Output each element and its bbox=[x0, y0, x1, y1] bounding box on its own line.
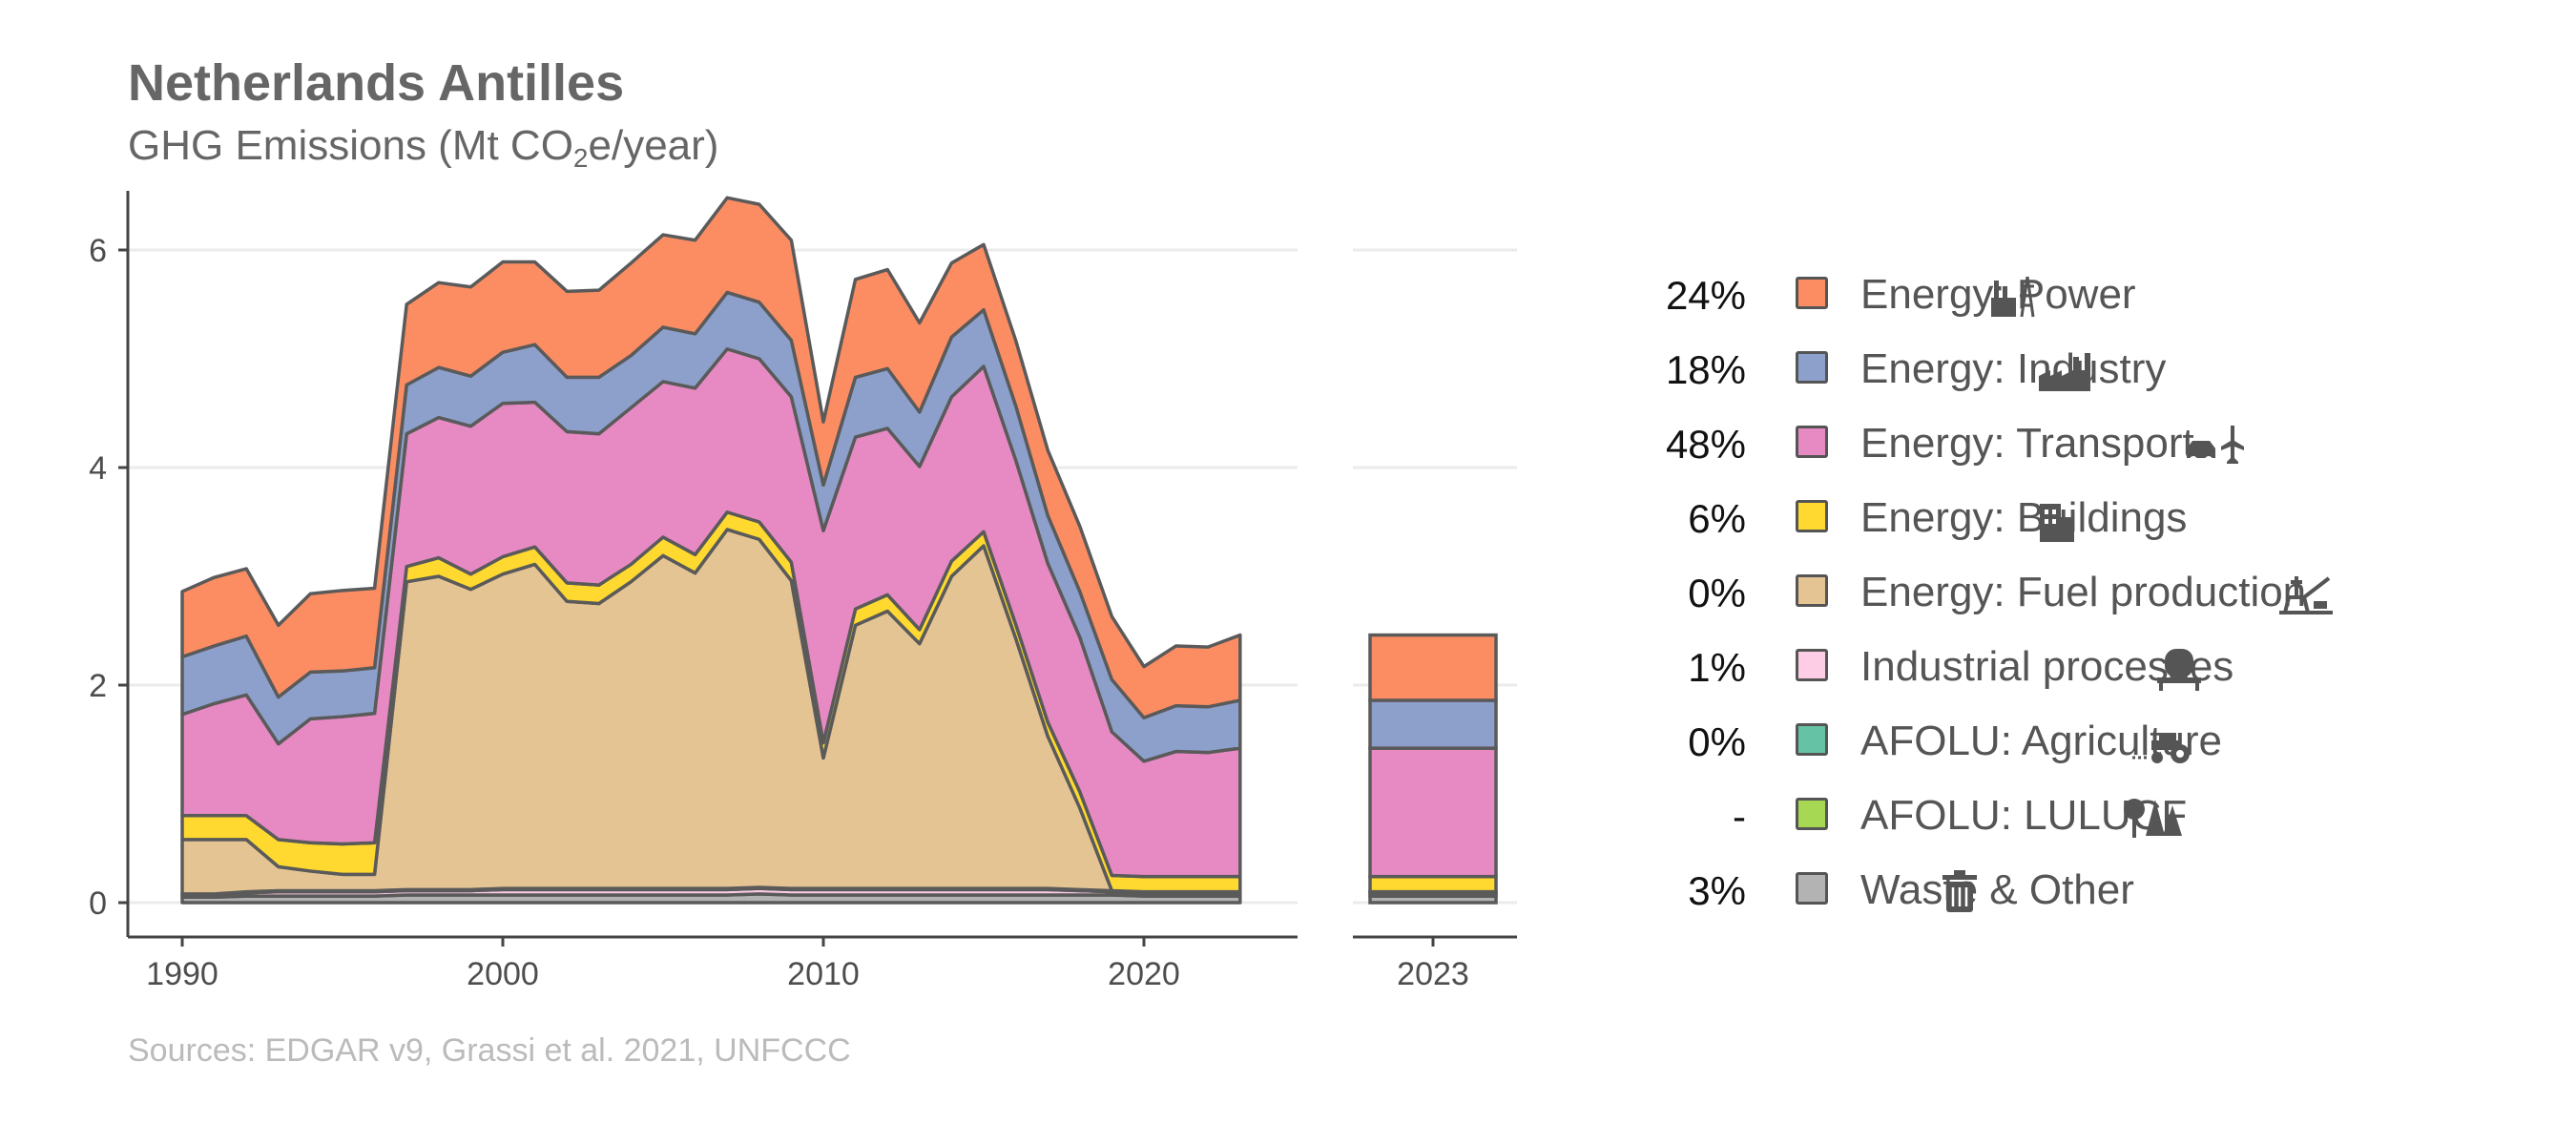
bar-segment-energy-power bbox=[1368, 633, 1498, 702]
legend-swatch bbox=[1796, 426, 1828, 458]
subtitle-end: e/year) bbox=[588, 122, 719, 169]
legend-item: 3% Waste & Other bbox=[1603, 859, 2462, 933]
trash-can-icon bbox=[1942, 870, 1977, 912]
legend-swatch bbox=[1796, 500, 1828, 532]
legend-item: - AFOLU: LULUCF bbox=[1603, 784, 2462, 859]
legend-percentage: 0% bbox=[1688, 719, 1746, 764]
chart-title: Netherlands Antilles bbox=[128, 54, 625, 112]
y-tick-label: 4 bbox=[89, 450, 107, 487]
bar-2023 bbox=[1368, 633, 1498, 905]
y-tick-label: 2 bbox=[89, 668, 107, 704]
legend-percentage: 6% bbox=[1688, 496, 1746, 541]
y-tick-label: 6 bbox=[89, 233, 107, 269]
legend-label: Energy: Transport bbox=[1860, 420, 2194, 467]
legend-item: 48% Energy: Transport bbox=[1603, 412, 2462, 487]
legend-item: 24% Energy: Power bbox=[1603, 263, 2462, 338]
legend-label: Energy: Fuel production bbox=[1860, 569, 2307, 615]
legend-item: 18% Energy: Industry bbox=[1603, 338, 2462, 412]
legend-percentage: 3% bbox=[1688, 868, 1746, 913]
legend-percentage: 1% bbox=[1688, 645, 1746, 690]
bar-segment-energy-buildings bbox=[1368, 874, 1498, 894]
legend-label: Energy: Buildings bbox=[1860, 494, 2188, 541]
legend-swatch bbox=[1796, 649, 1828, 681]
legend-swatch bbox=[1796, 277, 1828, 309]
legend-percentage: 0% bbox=[1688, 571, 1746, 615]
legend-item: 0% AFOLU: Agriculture bbox=[1603, 710, 2462, 784]
legend-swatch bbox=[1796, 574, 1828, 607]
area-energy-power bbox=[180, 196, 1242, 719]
buildings-icon bbox=[2040, 504, 2074, 542]
legend-swatch bbox=[1796, 351, 1828, 384]
subtitle-main: GHG Emissions (Mt CO bbox=[128, 122, 573, 169]
legend-item: 6% Energy: Buildings bbox=[1603, 487, 2462, 561]
oil-rig-icon bbox=[2279, 576, 2333, 614]
bar-segment-energy-transport bbox=[1368, 746, 1498, 879]
factory-icon bbox=[2039, 353, 2090, 391]
subtitle-subscript: 2 bbox=[572, 143, 589, 173]
chart-subtitle: GHG Emissions (Mt CO2e/year) bbox=[128, 122, 718, 174]
cement-mixer-icon bbox=[2157, 649, 2201, 691]
legend-percentage: 18% bbox=[1665, 347, 1746, 392]
legend-percentage: - bbox=[1733, 794, 1746, 839]
trees-icon bbox=[2124, 799, 2182, 838]
tractor-icon bbox=[2132, 733, 2190, 763]
legend-item: 0% Energy: Fuel production bbox=[1603, 561, 2462, 635]
power-plant-pylon-icon bbox=[1991, 276, 2035, 318]
legend-item: 1% Industrial processes bbox=[1603, 635, 2462, 710]
legend-swatch bbox=[1796, 872, 1828, 905]
y-tick-label: 0 bbox=[89, 885, 107, 922]
x-tick-label: 2020 bbox=[1108, 956, 1180, 992]
x-tick-label: 2010 bbox=[787, 956, 860, 992]
axes: 0 2 4 6 1990 2000 2010 2020 2023 bbox=[89, 191, 1517, 992]
bar-category-label: 2023 bbox=[1397, 956, 1469, 992]
stacked-areas bbox=[180, 196, 1242, 905]
legend-label: Energy: Industry bbox=[1860, 345, 2167, 392]
bar-segment-energy-industry bbox=[1368, 698, 1498, 750]
car-plane-icon bbox=[2187, 426, 2244, 464]
source-note: Sources: EDGAR v9, Grassi et al. 2021, U… bbox=[128, 1032, 851, 1069]
legend-swatch bbox=[1796, 723, 1828, 756]
x-tick-label: 1990 bbox=[146, 956, 218, 992]
legend-percentage: 48% bbox=[1665, 422, 1746, 467]
legend-percentage: 24% bbox=[1665, 273, 1746, 318]
x-tick-label: 2000 bbox=[467, 956, 539, 992]
legend-swatch bbox=[1796, 798, 1828, 830]
legend-label: Waste & Other bbox=[1860, 866, 2134, 913]
